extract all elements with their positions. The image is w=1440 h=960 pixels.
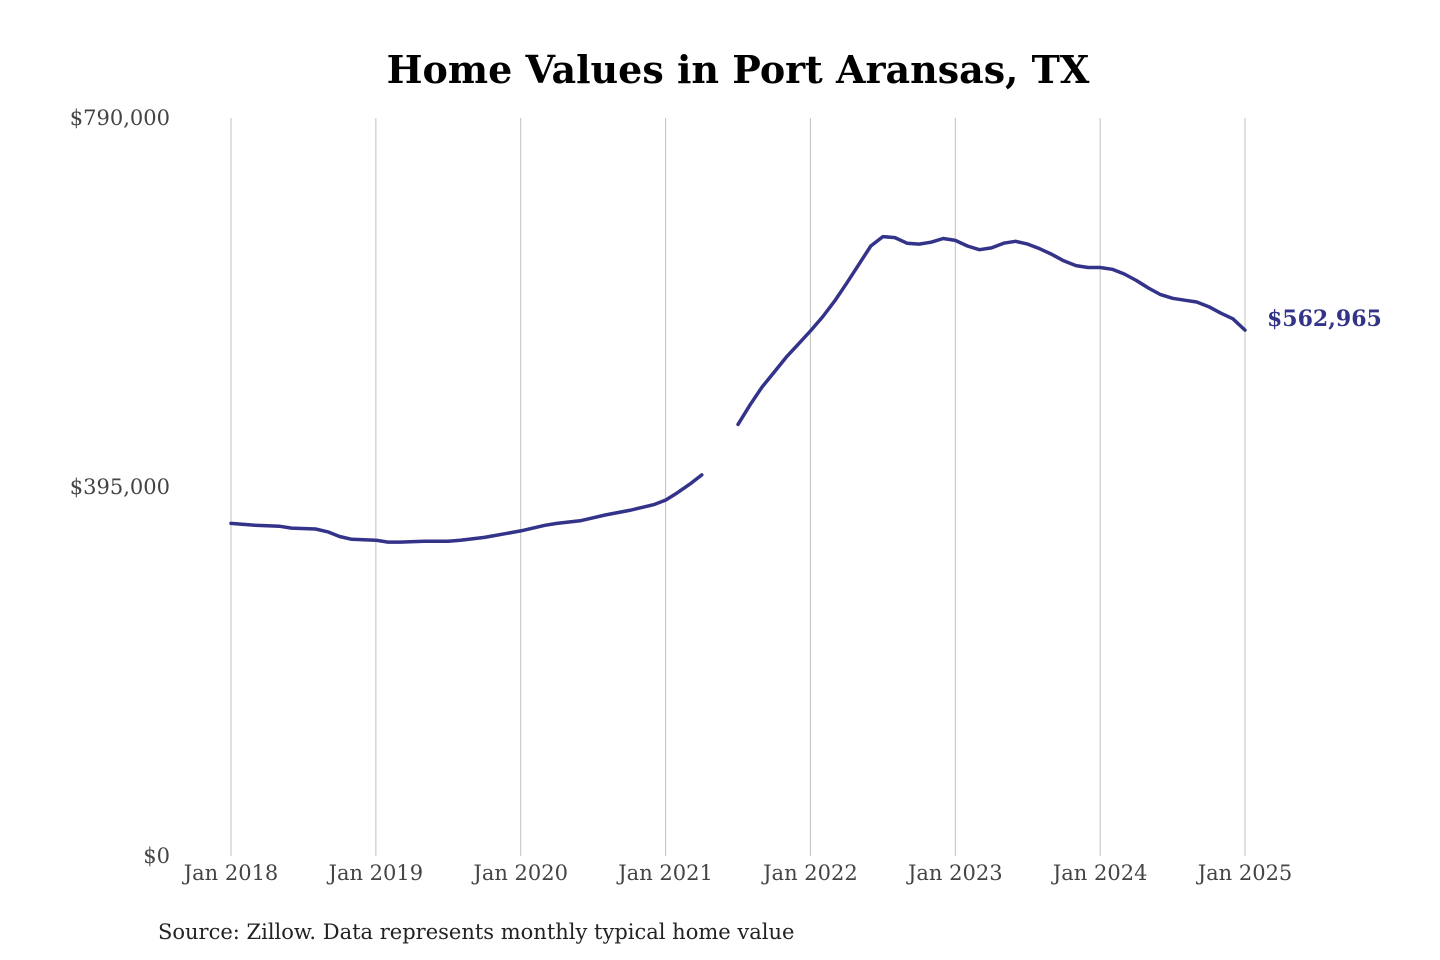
y-tick-label: $790,000 (70, 106, 170, 130)
source-note: Source: Zillow. Data represents monthly … (158, 920, 794, 944)
y-tick-label: $0 (143, 844, 170, 868)
series-lines (229, 234, 1247, 544)
x-tick-label: Jan 2022 (761, 861, 858, 885)
x-tick-label: Jan 2021 (616, 861, 713, 885)
x-tick-label: Jan 2023 (906, 861, 1003, 885)
y-tick-label: $395,000 (70, 475, 170, 499)
home-value-line-segment-1 (229, 473, 704, 544)
x-tick-label: Jan 2024 (1051, 861, 1148, 885)
gridlines (230, 118, 1246, 856)
x-tick-label: Jan 2020 (471, 861, 568, 885)
chart-title: Home Values in Port Aransas, TX (387, 47, 1090, 92)
x-axis-tick-labels: Jan 2018 Jan 2019 Jan 2020 Jan 2021 Jan 2022… (182, 861, 1293, 885)
end-value-label: $562,965 (1267, 306, 1382, 332)
x-tick-label: Jan 2025 (1196, 861, 1293, 885)
home-value-line-segment-2 (736, 234, 1247, 427)
x-tick-label: Jan 2018 (182, 861, 279, 885)
x-tick-label: Jan 2019 (327, 861, 424, 885)
y-axis-tick-labels: $0 $395,000 $790,000 (70, 106, 170, 868)
